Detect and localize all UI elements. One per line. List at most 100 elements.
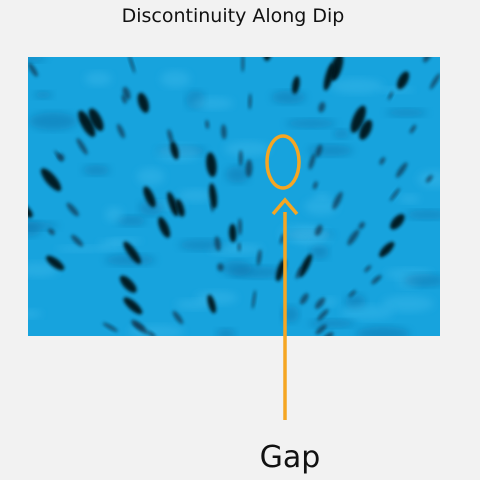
reflection — [396, 71, 410, 90]
reflection — [237, 242, 241, 252]
reflection — [308, 319, 356, 328]
reflection — [347, 229, 360, 246]
reflection — [105, 206, 124, 223]
reflection — [271, 90, 306, 104]
reflection — [178, 239, 226, 251]
reflection — [371, 274, 382, 285]
reflection — [221, 260, 253, 276]
reflection — [172, 310, 184, 325]
reflection — [395, 162, 408, 178]
reflection — [279, 225, 325, 242]
reflection — [217, 263, 224, 272]
reflection — [225, 166, 250, 184]
reflection — [28, 221, 59, 230]
reflection — [57, 153, 65, 162]
reflection — [122, 86, 131, 100]
reflection — [28, 62, 38, 77]
reflection — [224, 141, 271, 157]
reflection — [385, 108, 428, 117]
reflection — [28, 262, 59, 277]
reflection — [76, 138, 88, 155]
reflection — [28, 201, 33, 218]
reflection — [29, 112, 78, 131]
reflection — [429, 73, 440, 90]
reflection — [102, 322, 118, 332]
reflection — [314, 224, 323, 236]
reflection — [28, 309, 42, 319]
reflection — [381, 295, 434, 313]
reflection — [207, 294, 217, 314]
reflection — [206, 152, 217, 178]
reflection — [229, 223, 237, 243]
reflection — [136, 167, 165, 186]
reflection — [158, 216, 171, 238]
reflection — [121, 94, 127, 104]
reflection — [292, 76, 300, 94]
reflection — [358, 221, 365, 230]
reflection — [177, 189, 214, 203]
reflection — [333, 129, 350, 139]
reflection — [315, 144, 323, 158]
title: Discontinuity Along Dip — [122, 5, 345, 27]
reflection — [214, 236, 221, 252]
reflection — [28, 57, 46, 63]
reflection — [390, 214, 405, 230]
reflection — [308, 153, 316, 170]
gap-label: Gap — [260, 440, 321, 475]
reflection — [160, 70, 191, 88]
reflection — [350, 105, 366, 133]
gap-highlight — [265, 134, 301, 190]
reflection — [312, 181, 318, 190]
reflection — [248, 93, 252, 110]
reflection — [388, 91, 393, 100]
reflection — [378, 87, 415, 94]
reflection — [359, 119, 373, 140]
reflection — [313, 192, 331, 200]
reflection — [139, 200, 164, 216]
reflection — [389, 187, 400, 202]
reflection — [175, 299, 214, 310]
reflection — [275, 259, 286, 282]
reflection — [98, 239, 125, 252]
reflection — [379, 241, 395, 258]
reflection — [315, 297, 326, 309]
reflection — [88, 108, 104, 131]
reflection — [364, 265, 372, 273]
reflection — [310, 244, 329, 259]
reflection — [128, 57, 136, 74]
reflection — [340, 305, 394, 320]
reflection — [175, 199, 185, 217]
reflection — [137, 92, 149, 113]
reflection — [315, 324, 327, 335]
reflection — [409, 124, 417, 134]
reflection — [66, 202, 79, 217]
reflection — [190, 97, 234, 110]
reflection — [220, 124, 227, 140]
reflection — [56, 245, 108, 253]
reflection — [123, 297, 143, 315]
seismic-reflections — [28, 57, 440, 336]
reflection — [238, 150, 243, 166]
reflection — [84, 71, 112, 86]
reflection — [47, 228, 55, 236]
reflection — [82, 164, 110, 176]
reflection — [33, 91, 53, 99]
reflection — [323, 62, 335, 91]
reflection — [78, 110, 96, 138]
reflection — [332, 191, 343, 210]
reflection — [403, 274, 440, 287]
reflection — [423, 57, 433, 63]
seismic-image — [28, 57, 440, 336]
reflection — [205, 119, 210, 129]
reflection — [348, 289, 357, 298]
reflection — [40, 168, 62, 192]
reflection — [379, 156, 386, 165]
reflection — [147, 331, 156, 336]
reflection — [209, 183, 218, 209]
reflection — [405, 210, 440, 220]
reflection — [143, 186, 156, 208]
reflection — [241, 57, 245, 73]
reflection — [245, 159, 253, 178]
